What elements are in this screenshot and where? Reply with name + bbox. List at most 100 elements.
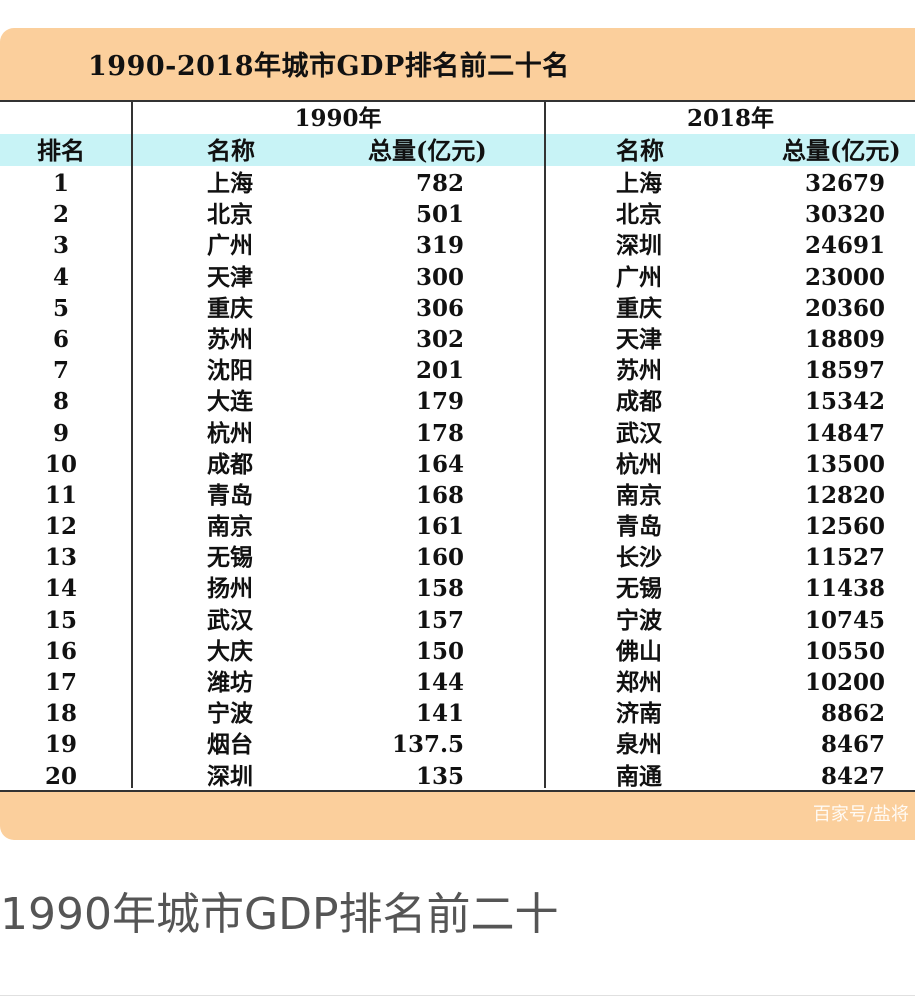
gdp-2018-cell: 12560 <box>804 513 885 541</box>
city-1990-cell: 武汉 <box>207 606 253 634</box>
city-1990-cell: 无锡 <box>207 544 253 572</box>
total-2018-header: 总量(亿元) <box>782 136 901 165</box>
city-1990-cell: 广州 <box>207 232 253 260</box>
city-1990-cell: 烟台 <box>207 731 253 759</box>
rank-cell: 1 <box>52 170 69 197</box>
city-2018-cell: 佛山 <box>616 637 662 665</box>
city-1990-cell: 青岛 <box>207 481 253 509</box>
table-row: 15 武汉 157 宁波 10745 <box>0 605 915 636</box>
city-1990-cell: 沈阳 <box>207 357 253 385</box>
city-1990-cell: 大庆 <box>207 637 253 665</box>
gdp-2018-cell: 32679 <box>804 170 885 197</box>
gdp-1990-cell: 157 <box>415 606 464 634</box>
gdp-2018-cell: 23000 <box>804 263 885 291</box>
table-body: 1 上海 782 上海 32679 2 北京 501 北京 30320 3 广州… <box>0 168 915 792</box>
city-2018-cell: 杭州 <box>616 450 662 478</box>
gdp-1990-cell: 302 <box>415 325 464 353</box>
table-row: 14 扬州 158 无锡 11438 <box>0 573 915 604</box>
table-row: 20 深圳 135 南通 8427 <box>0 761 915 792</box>
rank-cell: 15 <box>44 606 77 634</box>
city-2018-cell: 南京 <box>616 481 662 509</box>
city-2018-cell: 上海 <box>616 170 662 197</box>
gdp-1990-cell: 141 <box>415 700 464 728</box>
gdp-2018-cell: 18597 <box>804 357 885 385</box>
gdp-1990-cell: 782 <box>415 170 464 197</box>
gdp-1990-cell: 158 <box>415 575 464 603</box>
gdp-2018-cell: 10550 <box>804 637 885 665</box>
gdp-2018-cell: 30320 <box>804 201 885 229</box>
gdp-1990-cell: 164 <box>415 450 464 478</box>
rank-cell: 17 <box>44 669 77 696</box>
city-1990-cell: 杭州 <box>207 419 253 447</box>
rank-cell: 8 <box>52 388 69 416</box>
name-2018-header: 名称 <box>616 136 664 165</box>
city-1990-cell: 深圳 <box>207 762 253 790</box>
table-row: 3 广州 319 深圳 24691 <box>0 230 915 261</box>
rank-cell: 13 <box>44 544 77 572</box>
gdp-1990-cell: 137.5 <box>391 731 464 759</box>
city-1990-cell: 潍坊 <box>207 669 253 696</box>
year-1990-header: 1990年 <box>294 105 382 132</box>
city-2018-cell: 青岛 <box>616 513 662 541</box>
rank-cell: 10 <box>44 450 77 478</box>
table-row: 2 北京 501 北京 30320 <box>0 199 915 230</box>
rank-cell: 9 <box>52 419 69 447</box>
column-divider <box>131 102 133 788</box>
gdp-2018-cell: 14847 <box>804 419 885 447</box>
gdp-2018-cell: 8467 <box>820 731 885 759</box>
year-header-row: 1990年 2018年 <box>0 102 915 134</box>
gdp-1990-cell: 168 <box>415 481 464 509</box>
gdp-2018-cell: 11438 <box>804 575 885 603</box>
gdp-2018-cell: 20360 <box>804 294 885 322</box>
gdp-2018-cell: 18809 <box>804 325 885 353</box>
city-2018-cell: 南通 <box>616 762 662 790</box>
gdp-1990-cell: 201 <box>415 357 464 385</box>
table-row: 7 沈阳 201 苏州 18597 <box>0 355 915 386</box>
gdp-1990-cell: 300 <box>415 263 464 291</box>
table-row: 8 大连 179 成都 15342 <box>0 386 915 417</box>
rank-header: 排名 <box>37 136 85 165</box>
rank-cell: 7 <box>52 357 69 385</box>
city-1990-cell: 上海 <box>207 170 253 197</box>
city-2018-cell: 广州 <box>616 263 662 291</box>
divider <box>0 995 915 996</box>
gdp-2018-cell: 8862 <box>820 700 885 728</box>
city-2018-cell: 无锡 <box>616 575 662 603</box>
gdp-2018-cell: 12820 <box>804 481 885 509</box>
city-2018-cell: 苏州 <box>616 357 662 385</box>
table-row: 6 苏州 302 天津 18809 <box>0 324 915 355</box>
gdp-ranking-image: 1990-2018年城市GDP排名前二十名 1990年 2018年 排名 名称 … <box>0 28 915 840</box>
rank-cell: 11 <box>44 481 77 509</box>
gdp-1990-cell: 144 <box>415 669 464 696</box>
rank-cell: 14 <box>44 575 77 603</box>
city-2018-cell: 北京 <box>616 201 662 229</box>
table-row: 17 潍坊 144 郑州 10200 <box>0 667 915 698</box>
city-2018-cell: 深圳 <box>616 232 662 260</box>
city-2018-cell: 成都 <box>616 388 662 416</box>
rank-cell: 2 <box>52 201 69 229</box>
year-2018-header: 2018年 <box>686 105 774 132</box>
gdp-1990-cell: 501 <box>415 201 464 229</box>
table-row: 11 青岛 168 南京 12820 <box>0 480 915 511</box>
watermark: 百家号/盐将 <box>812 804 909 825</box>
city-2018-cell: 武汉 <box>616 419 662 447</box>
table-title: 1990-2018年城市GDP排名前二十名 <box>88 51 570 82</box>
gdp-2018-cell: 24691 <box>804 232 885 260</box>
city-1990-cell: 北京 <box>207 201 253 229</box>
table-row: 5 重庆 306 重庆 20360 <box>0 293 915 324</box>
city-2018-cell: 泉州 <box>616 731 662 759</box>
rank-cell: 3 <box>52 232 69 260</box>
column-divider <box>544 102 546 788</box>
city-1990-cell: 宁波 <box>207 700 253 728</box>
post-caption: 1990年城市GDP排名前二十 <box>0 889 559 940</box>
rank-cell: 5 <box>52 294 69 322</box>
gdp-1990-cell: 306 <box>415 294 464 322</box>
city-1990-cell: 南京 <box>207 513 253 541</box>
city-1990-cell: 天津 <box>207 263 253 291</box>
city-1990-cell: 重庆 <box>207 294 253 322</box>
gdp-2018-cell: 13500 <box>804 450 885 478</box>
gdp-1990-cell: 161 <box>415 513 464 541</box>
gdp-2018-cell: 15342 <box>804 388 885 416</box>
rank-cell: 12 <box>44 513 77 541</box>
gdp-2018-cell: 11527 <box>804 544 885 572</box>
